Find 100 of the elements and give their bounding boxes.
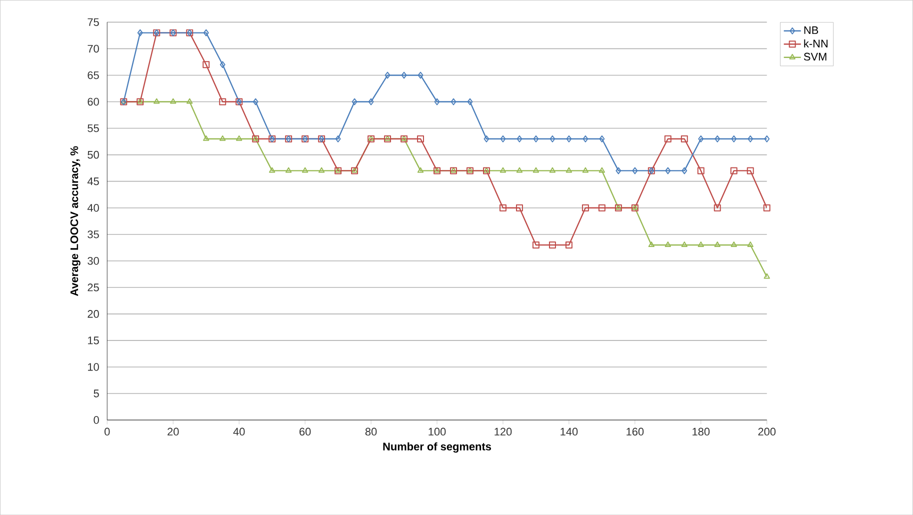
point: [154, 98, 160, 104]
point: [450, 98, 456, 106]
point: [550, 135, 556, 142]
legend-label: SVM: [804, 52, 826, 60]
point: [748, 135, 754, 142]
point: [401, 72, 407, 79]
point: [747, 241, 754, 247]
point: [203, 135, 210, 141]
y-tick-label: 60: [88, 98, 99, 106]
point: [599, 135, 605, 142]
point: [368, 98, 374, 106]
point: [418, 72, 424, 79]
point: [318, 167, 325, 173]
point: [664, 135, 672, 142]
point: [566, 167, 572, 173]
y-tick-label: 55: [88, 124, 99, 132]
point: [516, 135, 522, 142]
point: [565, 241, 572, 248]
point: [680, 135, 688, 142]
point: [417, 167, 424, 173]
point: [731, 135, 737, 142]
point: [434, 98, 440, 106]
y-axis-title: Average LOOCV accuracy, %: [70, 146, 80, 296]
point: [417, 135, 424, 142]
y-tick-label: 20: [88, 310, 99, 318]
point: [681, 241, 688, 247]
point: [664, 241, 671, 247]
y-tick-label: 40: [87, 204, 99, 212]
point: [302, 167, 308, 173]
point: [598, 204, 606, 212]
x-tick-label: 40: [233, 428, 245, 436]
point: [616, 167, 622, 174]
point: [698, 135, 704, 142]
point: [566, 135, 572, 142]
y-tick-label: 50: [88, 150, 99, 159]
point: [582, 204, 589, 212]
point: [533, 135, 539, 142]
y-tick-label: 65: [88, 71, 99, 80]
point: [352, 98, 358, 106]
y-tick-label: 0: [94, 416, 99, 424]
point: [516, 204, 523, 212]
point: [516, 167, 523, 173]
x-tick-label: 0: [104, 428, 110, 436]
point: [268, 167, 276, 173]
point: [582, 167, 589, 173]
y-tick-label: 35: [88, 230, 99, 238]
point: [532, 167, 540, 173]
point: [203, 29, 209, 36]
x-tick-label: 160: [626, 428, 644, 436]
x-tick-label: 140: [560, 428, 578, 436]
point: [730, 241, 737, 247]
point: [730, 167, 738, 174]
x-tick-label: 180: [692, 428, 710, 436]
point: [582, 135, 588, 142]
point: [698, 241, 704, 247]
point: [682, 167, 688, 174]
point: [697, 167, 704, 174]
legend-label: k-NN: [804, 39, 828, 48]
point: [632, 167, 638, 174]
y-tick-label: 10: [88, 363, 99, 371]
point: [548, 241, 556, 248]
y-tick-label: 70: [88, 44, 99, 53]
x-tick-label: 80: [365, 428, 377, 436]
point: [220, 61, 226, 68]
point: [252, 98, 258, 106]
point: [170, 98, 176, 104]
point: [714, 241, 720, 247]
y-tick-label: 45: [87, 177, 99, 186]
point: [335, 135, 341, 142]
point: [219, 98, 226, 106]
y-tick-label: 5: [94, 390, 99, 398]
point: [499, 204, 506, 212]
point: [532, 241, 540, 248]
y-tick-label: 75: [88, 18, 99, 26]
point: [500, 167, 506, 173]
x-axis-title: Number of segments: [383, 442, 492, 453]
y-tick-label: 25: [88, 283, 99, 292]
x-tick-label: 120: [494, 428, 512, 436]
point: [384, 72, 390, 79]
point: [665, 167, 671, 174]
x-tick-label: 60: [300, 428, 311, 436]
point: [220, 135, 226, 141]
point: [137, 29, 143, 36]
x-tick-label: 20: [168, 428, 179, 436]
point: [714, 204, 721, 212]
point: [598, 167, 606, 173]
point: [500, 135, 506, 142]
x-tick-label: 100: [428, 428, 446, 436]
point: [763, 204, 770, 212]
y-tick-label: 30: [88, 256, 99, 265]
point: [202, 61, 210, 68]
point: [714, 135, 720, 142]
point: [186, 98, 193, 104]
legend-label: NB: [804, 26, 818, 34]
point: [285, 167, 292, 173]
y-tick-label: 15: [88, 336, 99, 344]
point: [648, 241, 655, 247]
point: [746, 167, 754, 174]
point: [549, 167, 556, 173]
point: [467, 98, 473, 106]
